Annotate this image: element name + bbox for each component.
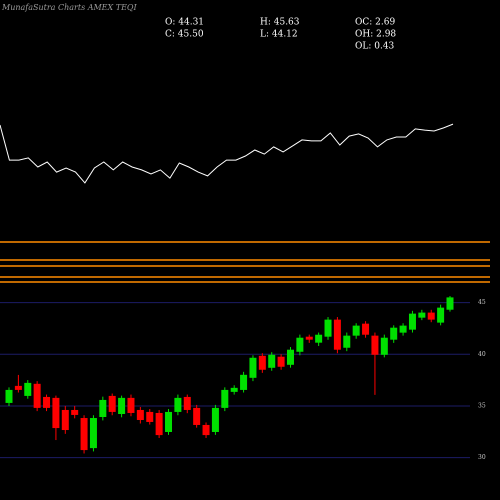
candle-body — [24, 382, 32, 396]
candle-body — [352, 325, 360, 336]
candle-body — [146, 411, 154, 422]
candle-body — [268, 354, 276, 368]
y-tick-label: 40 — [478, 351, 486, 358]
candle-body — [43, 396, 51, 408]
candle-body — [127, 397, 135, 413]
y-tick-label: 30 — [478, 454, 486, 461]
candle-body — [418, 312, 426, 318]
candle-body — [61, 409, 69, 431]
candle-body — [5, 389, 13, 403]
candle-body — [333, 319, 341, 350]
candle-body — [446, 297, 454, 310]
candle-body — [437, 307, 445, 323]
candle-body — [202, 424, 210, 436]
candle-body — [108, 395, 116, 412]
candle-body — [80, 418, 88, 451]
candle-body — [118, 397, 126, 414]
candle-body — [99, 399, 107, 417]
candle-body — [230, 387, 238, 392]
ohlc-stat: OC: 2.69 — [355, 18, 395, 28]
candle-body — [343, 335, 351, 348]
ohlc-stat: O: 44.31 — [165, 18, 204, 28]
candle-body — [136, 409, 144, 420]
candle-body — [240, 374, 248, 390]
ohlc-stat: OH: 2.98 — [355, 30, 396, 40]
candle-body — [183, 396, 191, 410]
candle-body — [33, 383, 41, 408]
candle-body — [408, 313, 416, 330]
candle-body — [165, 411, 173, 432]
candle-body — [249, 357, 257, 378]
candle-body — [324, 319, 332, 337]
candle-body — [89, 418, 97, 449]
candle-body — [399, 325, 407, 333]
candle-body — [390, 327, 398, 340]
candle-body — [362, 323, 370, 335]
candle-body — [315, 334, 323, 343]
candle-body — [427, 312, 435, 320]
candle-body — [174, 397, 182, 412]
ohlc-stat: C: 45.50 — [165, 30, 204, 40]
ohlc-stat: L: 44.12 — [260, 30, 298, 40]
candle-body — [155, 412, 163, 436]
candle-body — [14, 385, 22, 390]
ohlc-stat: H: 45.63 — [260, 18, 300, 28]
indicator-line — [0, 123, 454, 184]
candle-body — [52, 397, 60, 429]
y-tick-label: 35 — [478, 402, 486, 409]
candle-body — [277, 356, 285, 367]
candle-body — [296, 337, 304, 352]
y-tick-label: 45 — [478, 299, 486, 306]
ohlc-stat: OL: 0.43 — [355, 42, 395, 52]
candle-body — [193, 407, 201, 425]
levels — [0, 241, 490, 283]
candle-body — [71, 409, 79, 415]
candle-body — [221, 389, 229, 408]
candle-body — [371, 335, 379, 355]
candle-body — [211, 407, 219, 432]
candle-body — [258, 355, 266, 370]
candle-body — [305, 336, 313, 340]
candle-body — [380, 337, 388, 355]
chart-title: MunafaSutra Charts AMEX TEQI — [1, 3, 137, 12]
candle-body — [286, 349, 294, 365]
